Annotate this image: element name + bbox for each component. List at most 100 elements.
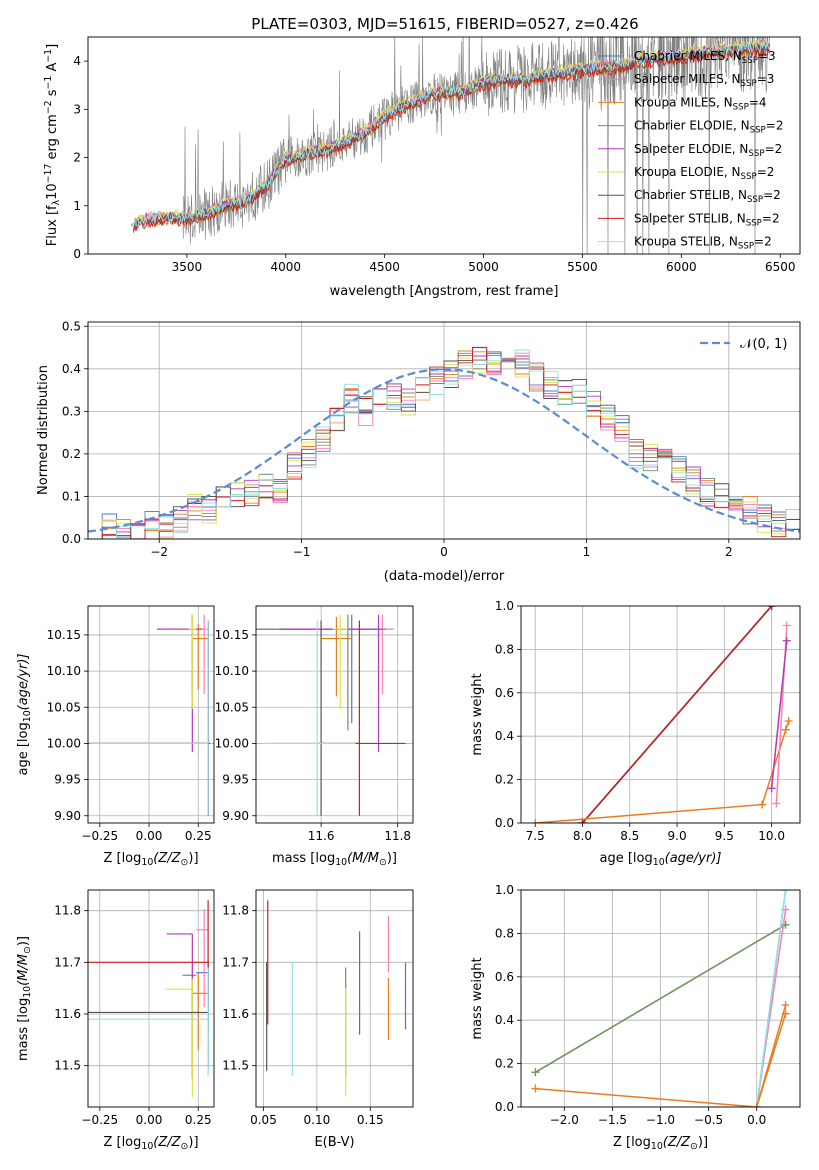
x-tick-label: 0.25 <box>185 1113 212 1127</box>
x-tick-label: 11.6 <box>308 829 335 843</box>
legend-entry: Kroupa MILES, NSSP=4 <box>634 95 767 112</box>
x-tick-label: 0.00 <box>136 829 163 843</box>
x-tick-label: −2 <box>150 545 168 559</box>
mass-weight-line <box>755 890 787 1107</box>
x-tick-label: 1 <box>583 545 591 559</box>
y-tick-label: 2 <box>73 151 81 165</box>
y-tick-label: 0.4 <box>62 362 81 376</box>
plot-area <box>256 614 406 816</box>
x-axis-label: age [log10(age/yr)] <box>600 851 722 868</box>
y-tick-label: 11.5 <box>54 1059 81 1073</box>
y-tick-label: 0.6 <box>495 686 514 700</box>
plot-area <box>531 890 790 1107</box>
y-tick-label: 10.00 <box>47 736 81 750</box>
axes-frame <box>520 889 801 1108</box>
x-tick-label: 4500 <box>369 260 400 274</box>
y-tick-label: 0.8 <box>495 642 514 656</box>
age-vs-metallicity-panel: −0.25 0.00 0.25 9.90 9.95 10.00 10.05 10.10 10.1… <box>16 605 215 868</box>
plot-area <box>531 606 793 823</box>
mass-weight-vs-age-panel: 7.5 8.0 8.5 9.0 9.5 10.0 0.0 0.2 0.4 0.6 0.8 1.0 age… <box>470 599 801 868</box>
y-axis-label: mass [log10(M/M⊙)] <box>16 936 33 1061</box>
plot-area <box>131 37 770 254</box>
x-tick-label: 0.15 <box>357 1113 384 1127</box>
y-axis-label: mass weight <box>470 673 485 755</box>
axes-frame <box>87 889 215 1108</box>
mass-weight-line <box>535 924 786 1073</box>
x-tick-label: −0.25 <box>81 829 118 843</box>
x-tick-label: 4000 <box>271 260 302 274</box>
mass-weight-line <box>755 1013 787 1107</box>
legend-entry: Salpeter MILES, NSSP=3 <box>634 72 774 89</box>
axes-frame <box>255 605 414 824</box>
y-tick-label: 9.95 <box>222 773 249 787</box>
y-tick-label: 11.8 <box>54 904 81 918</box>
y-tick-label: 10.15 <box>47 628 81 642</box>
mass-weight-marker <box>781 1009 790 1018</box>
mass-weight-marker <box>781 890 790 894</box>
x-tick-label: −1.5 <box>598 1113 627 1127</box>
y-tick-label: 0.2 <box>62 447 81 461</box>
y-tick-label: 0.0 <box>495 1100 514 1114</box>
y-tick-label: 10.05 <box>215 700 249 714</box>
axes-frame <box>87 321 801 540</box>
mass-weight-marker <box>758 800 767 809</box>
y-tick-label: 0.4 <box>495 729 514 743</box>
mass-weight-marker <box>782 636 791 645</box>
y-tick-label: 10.10 <box>47 664 81 678</box>
y-tick-label: 11.6 <box>54 1007 81 1021</box>
x-tick-label: 5000 <box>468 260 499 274</box>
x-tick-label: 9.0 <box>668 829 687 843</box>
y-tick-label: 0.2 <box>495 1057 514 1071</box>
legend-entry: Kroupa STELIB, NSSP=2 <box>634 235 772 252</box>
mass-weight-marker <box>767 784 776 793</box>
mass-weight-marker <box>578 819 587 823</box>
x-tick-label: 7.5 <box>526 829 545 843</box>
x-axis-label: (data-model)/error <box>384 569 505 584</box>
x-tick-label: 9.5 <box>715 829 734 843</box>
y-tick-label: 1.0 <box>495 883 514 897</box>
mass-weight-marker <box>782 621 791 630</box>
axes-frame <box>520 605 801 824</box>
y-tick-label: 11.6 <box>222 1007 249 1021</box>
y-tick-label: 11.7 <box>222 955 249 969</box>
y-tick-label: 9.90 <box>222 809 249 823</box>
y-tick-label: 0.4 <box>495 1013 514 1027</box>
x-tick-label: −1 <box>293 545 311 559</box>
mass-weight-line <box>770 640 788 789</box>
legend-entry: Chabrier STELIB, NSSP=2 <box>634 188 781 205</box>
y-tick-label: 1 <box>73 199 81 213</box>
plot-area <box>88 614 211 816</box>
mass-weight-marker <box>772 799 781 808</box>
y-tick-label: 11.5 <box>222 1059 249 1073</box>
x-tick-label: −0.5 <box>694 1113 723 1127</box>
x-tick-label: 0.0 <box>747 1113 766 1127</box>
y-tick-label: 9.95 <box>54 773 81 787</box>
y-tick-label: 0.0 <box>62 532 81 546</box>
x-axis-label: Z [log10(Z/Z⊙)] <box>103 1135 198 1152</box>
mass-weight-marker <box>531 1068 540 1077</box>
x-tick-label: 11.8 <box>384 829 411 843</box>
axes-frame <box>255 889 414 1108</box>
x-tick-label: 0 <box>440 545 448 559</box>
histogram-step <box>88 349 800 539</box>
x-axis-label: Z [log10(Z/Z⊙)] <box>103 851 198 868</box>
x-axis-label: E(B-V) <box>314 1135 354 1150</box>
x-tick-label: −1.0 <box>646 1113 675 1127</box>
mass-weight-marker <box>784 717 793 726</box>
x-tick-label: −0.25 <box>81 1113 118 1127</box>
mass-vs-extinction-panel: 0.05 0.10 0.15 11.5 11.6 11.7 11.8 E(B-V) <box>222 889 414 1150</box>
legend-entry: 𝒩(0, 1) <box>740 337 787 352</box>
x-tick-label: 2 <box>725 545 733 559</box>
y-tick-label: 3 <box>73 102 81 116</box>
legend-entry: Kroupa ELODIE, NSSP=2 <box>634 165 774 182</box>
x-axis-label: wavelength [Angstrom, rest frame] <box>330 284 559 299</box>
x-tick-label: 0.10 <box>304 1113 331 1127</box>
x-axis-label: mass [log10(M/M⊙)] <box>272 851 397 868</box>
y-tick-label: 0.8 <box>495 926 514 940</box>
y-tick-label: 1.0 <box>495 599 514 613</box>
x-tick-label: 3500 <box>172 260 203 274</box>
mass-weight-marker <box>752 1103 761 1107</box>
histogram-step <box>88 346 800 539</box>
spectrum-panel: 3500 4000 4500 5000 5500 6000 6500 0 1 2 3 4 wavelen… <box>43 36 801 299</box>
